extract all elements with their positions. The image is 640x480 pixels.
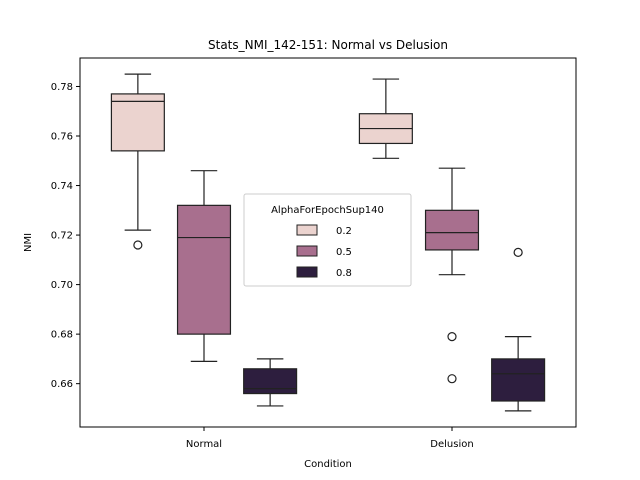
outlier-point — [447, 332, 457, 342]
y-tick-label: 0.70 — [51, 280, 73, 291]
box-delusion-0-5 — [424, 167, 480, 384]
legend-label-0-5: 0.5 — [336, 247, 352, 258]
y-tick-label: 0.72 — [51, 231, 73, 242]
box-iqr — [424, 209, 480, 251]
x-tick-label-delusion: Delusion — [430, 439, 473, 450]
outlier-point — [133, 240, 143, 250]
y-tick-label: 0.68 — [51, 330, 73, 341]
box-iqr — [176, 204, 232, 335]
y-tick-label: 0.78 — [51, 82, 73, 93]
y-axis: 0.66 0.68 0.70 0.72 0.74 0.76 0.78 — [51, 82, 80, 390]
y-tick-label: 0.74 — [51, 181, 73, 192]
box-normal-0-5 — [176, 170, 232, 362]
x-tick-label-normal: Normal — [186, 439, 222, 450]
box-normal-0-2 — [110, 73, 165, 250]
plot-area — [110, 73, 546, 412]
box-iqr — [110, 93, 165, 152]
x-axis: Normal Delusion — [186, 427, 474, 450]
outlier-point — [447, 374, 457, 384]
box-delusion-0-2 — [358, 78, 413, 159]
chart-title: Stats_NMI_142-151: Normal vs Delusion — [208, 38, 448, 52]
legend: AlphaForEpochSup140 0.2 0.5 0.8 — [243, 193, 412, 287]
outlier-point — [513, 247, 523, 258]
x-axis-label: Condition — [304, 459, 352, 470]
legend-swatch-0-5 — [296, 245, 318, 257]
y-axis-label: NMI — [23, 233, 34, 252]
plot-frame — [79, 57, 577, 428]
box-normal-0-8 — [243, 358, 298, 407]
legend-label-0-8: 0.8 — [336, 268, 352, 279]
legend-swatch-0-8 — [296, 266, 318, 278]
box-delusion-0-8 — [491, 247, 546, 412]
y-tick-label: 0.66 — [51, 379, 73, 390]
box-iqr — [491, 358, 546, 402]
legend-title: AlphaForEpochSup140 — [271, 205, 384, 216]
box-iqr — [243, 368, 298, 395]
legend-swatch-0-2 — [296, 224, 318, 236]
legend-label-0-2: 0.2 — [336, 226, 352, 237]
legend-frame — [243, 193, 412, 287]
y-tick-label: 0.76 — [51, 132, 73, 143]
